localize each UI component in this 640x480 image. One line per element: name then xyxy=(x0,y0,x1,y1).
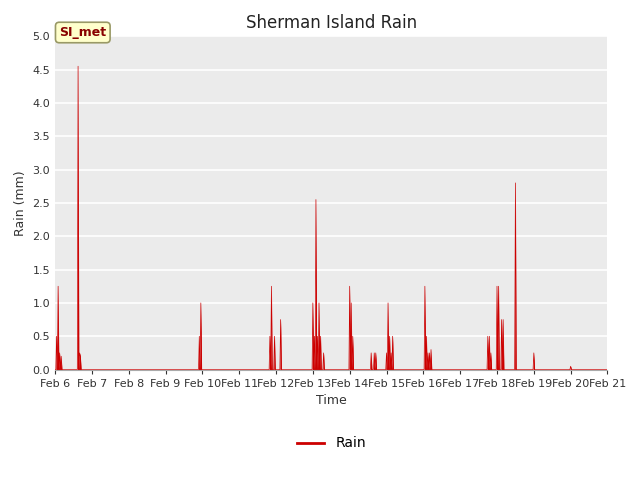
Title: Sherman Island Rain: Sherman Island Rain xyxy=(246,14,417,32)
Y-axis label: Rain (mm): Rain (mm) xyxy=(14,170,27,236)
X-axis label: Time: Time xyxy=(316,394,347,407)
Legend: Rain: Rain xyxy=(291,431,372,456)
Text: SI_met: SI_met xyxy=(60,26,106,39)
